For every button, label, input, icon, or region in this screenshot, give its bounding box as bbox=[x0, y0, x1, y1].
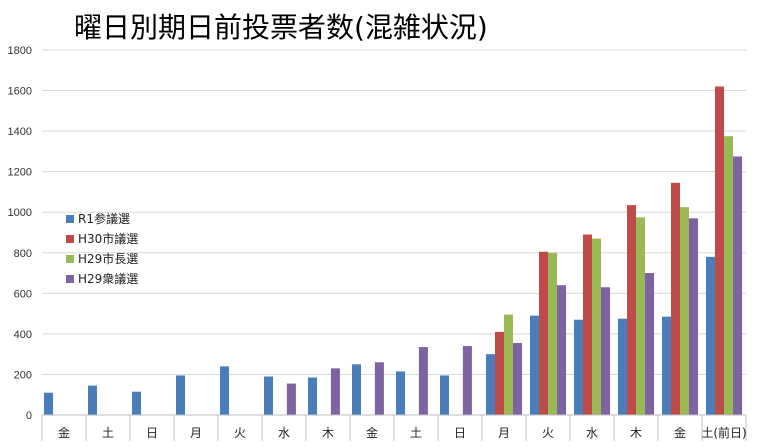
bar-1-14 bbox=[670, 182, 680, 415]
bar-0-9 bbox=[439, 375, 449, 415]
legend-swatch bbox=[66, 215, 74, 223]
bar-0-8 bbox=[395, 371, 405, 415]
bar-0-13 bbox=[617, 318, 627, 415]
bar-3-10 bbox=[513, 343, 523, 415]
legend: R1参議選 H30市議選 H29市長選 H29衆議選 bbox=[66, 211, 138, 286]
legend-swatch bbox=[66, 255, 74, 263]
bar-1-11 bbox=[538, 251, 548, 415]
bar-0-7 bbox=[351, 364, 361, 415]
bar-3-12 bbox=[601, 287, 611, 415]
x-category-label: 土(前日) bbox=[701, 425, 746, 440]
bar-3-11 bbox=[557, 285, 567, 415]
chart-title: 曜日別期日前投票者数(混雑状況) bbox=[74, 11, 488, 44]
bar-2-10 bbox=[504, 314, 514, 415]
bar-0-5 bbox=[263, 376, 273, 415]
x-category-label: 月 bbox=[190, 426, 202, 440]
bar-3-7 bbox=[374, 362, 384, 415]
bar-1-13 bbox=[626, 205, 636, 415]
bar-3-9 bbox=[462, 346, 472, 415]
y-tick-label: 600 bbox=[14, 288, 32, 300]
x-category-label: 金 bbox=[366, 425, 378, 440]
y-tick-label: 1200 bbox=[8, 167, 32, 179]
bar-3-6 bbox=[330, 368, 340, 415]
x-category-label: 火 bbox=[542, 426, 554, 440]
y-tick-label: 1800 bbox=[8, 45, 32, 57]
bar-3-8 bbox=[418, 347, 428, 415]
x-category-label: 月 bbox=[498, 426, 510, 440]
x-category-label: 水 bbox=[586, 426, 598, 440]
bar-0-3 bbox=[175, 375, 185, 415]
x-category-label: 木 bbox=[630, 426, 642, 440]
x-category-label: 金 bbox=[674, 425, 686, 440]
y-tick-label: 1400 bbox=[8, 126, 32, 138]
bar-1-12 bbox=[582, 234, 592, 415]
bar-0-10 bbox=[485, 354, 495, 415]
bar-0-12 bbox=[573, 319, 583, 415]
legend-label: H30市議選 bbox=[78, 231, 138, 246]
legend-label: H29市長選 bbox=[78, 251, 138, 266]
bar-0-2 bbox=[131, 391, 141, 415]
bar-3-13 bbox=[645, 273, 655, 415]
bar-3-14 bbox=[689, 218, 699, 415]
bar-0-14 bbox=[661, 316, 671, 415]
legend-swatch bbox=[66, 275, 74, 283]
y-tick-label: 800 bbox=[14, 248, 32, 260]
legend-swatch bbox=[66, 235, 74, 243]
bar-0-11 bbox=[529, 315, 539, 415]
x-category-label: 土 bbox=[102, 426, 114, 440]
y-tick-label: 1000 bbox=[8, 207, 32, 219]
bar-2-12 bbox=[592, 238, 602, 415]
legend-label: R1参議選 bbox=[78, 211, 130, 226]
bar-1-15 bbox=[714, 86, 724, 415]
bar-2-13 bbox=[636, 217, 646, 415]
bar-0-4 bbox=[219, 366, 229, 415]
bar-2-15 bbox=[724, 136, 734, 416]
y-tick-label: 0 bbox=[26, 410, 32, 422]
x-category-label: 日 bbox=[146, 426, 158, 440]
y-tick-label: 200 bbox=[14, 369, 32, 381]
x-category-label: 木 bbox=[322, 426, 334, 440]
bar-2-14 bbox=[680, 207, 690, 415]
y-axis-ticks: 0 200 400 600 800 1000 1200 1400 1600 1800 bbox=[8, 45, 32, 422]
bar-1-10 bbox=[494, 331, 504, 415]
bars bbox=[43, 86, 743, 416]
bar-0-1 bbox=[87, 385, 97, 415]
x-category-label: 火 bbox=[234, 426, 246, 440]
x-axis: 金土日月火水木金土日月火水木金土(前日) bbox=[41, 414, 747, 441]
bar-3-15 bbox=[733, 156, 743, 416]
bar-0-0 bbox=[43, 392, 53, 415]
legend-label: H29衆議選 bbox=[78, 272, 138, 286]
bar-2-11 bbox=[548, 252, 558, 415]
x-category-label: 日 bbox=[454, 426, 466, 440]
x-category-label: 土 bbox=[410, 426, 422, 440]
x-category-label: 水 bbox=[278, 426, 290, 440]
y-tick-label: 400 bbox=[14, 329, 32, 341]
bar-3-5 bbox=[286, 383, 296, 415]
x-category-label: 金 bbox=[58, 425, 70, 440]
gridlines bbox=[42, 49, 746, 416]
y-tick-label: 1600 bbox=[8, 86, 32, 98]
bar-0-15 bbox=[705, 256, 715, 415]
bar-0-6 bbox=[307, 377, 317, 415]
